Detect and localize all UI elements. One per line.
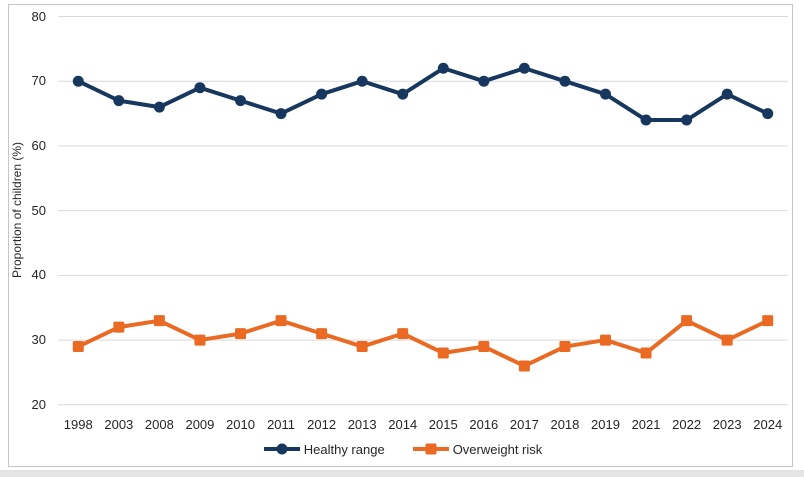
data-point-overweight-risk — [681, 315, 693, 327]
y-tick-label: 60 — [31, 137, 46, 153]
x-tick-label: 2003 — [104, 417, 134, 432]
x-tick-label: 2015 — [428, 417, 458, 432]
x-tick-label: 2017 — [509, 417, 539, 432]
data-point-overweight-risk — [518, 360, 530, 372]
x-tick-label: 2008 — [144, 417, 174, 432]
x-tick-label: 2024 — [753, 417, 783, 432]
series-line-overweight-risk — [76, 318, 770, 368]
data-point-healthy-range — [437, 62, 449, 74]
y-tick-label: 20 — [31, 396, 46, 412]
y-tick-label: 30 — [31, 332, 46, 348]
x-tick-label: 2023 — [712, 417, 742, 432]
data-point-healthy-range — [275, 108, 287, 120]
data-point-overweight-risk — [437, 347, 449, 359]
data-point-overweight-risk — [600, 334, 611, 346]
data-point-healthy-range — [478, 75, 490, 87]
legend-item-overweight-risk: Overweight risk — [411, 441, 543, 457]
x-tick-label: 2014 — [388, 417, 418, 432]
data-point-overweight-risk — [478, 341, 490, 353]
data-point-overweight-risk — [721, 334, 733, 346]
x-tick-label: 2016 — [469, 417, 499, 432]
data-point-overweight-risk — [559, 341, 571, 353]
data-point-overweight-risk — [113, 321, 125, 333]
x-tick-label: 2009 — [185, 417, 215, 432]
data-point-healthy-range — [721, 88, 733, 100]
data-point-healthy-range — [762, 108, 774, 120]
data-point-healthy-range — [681, 114, 693, 126]
y-tick-label: 80 — [31, 8, 46, 24]
data-point-healthy-range — [72, 75, 84, 87]
series-line-healthy-range — [76, 66, 770, 123]
legend-item-healthy-range: Healthy range — [262, 442, 385, 457]
data-point-healthy-range — [518, 62, 530, 74]
x-tick-label: 2013 — [347, 417, 377, 432]
data-point-healthy-range — [235, 95, 246, 107]
data-point-healthy-range — [640, 114, 652, 126]
data-point-overweight-risk — [235, 328, 246, 340]
x-tick-label: 2018 — [550, 417, 580, 432]
data-point-healthy-range — [194, 82, 206, 94]
healthy-range-line-marker-icon — [263, 443, 300, 455]
data-point-healthy-range — [113, 95, 125, 107]
legend-label-overweight-risk: Overweight risk — [452, 441, 543, 457]
data-point-healthy-range — [316, 88, 328, 100]
page-background-strip — [0, 470, 804, 477]
y-tick-label: 50 — [31, 202, 46, 218]
data-point-healthy-range — [153, 101, 165, 113]
y-tick-label: 40 — [31, 267, 46, 283]
data-point-overweight-risk — [194, 334, 206, 346]
data-point-healthy-range — [559, 75, 571, 87]
data-point-healthy-range — [397, 88, 409, 100]
overweight-risk-line-marker-icon — [412, 443, 449, 455]
legend: Healthy range Overweight risk — [0, 439, 804, 459]
data-point-overweight-risk — [397, 328, 409, 340]
data-point-overweight-risk — [275, 315, 287, 327]
x-tick-label: 2010 — [226, 417, 255, 432]
x-tick-label: 2011 — [267, 417, 296, 432]
data-point-overweight-risk — [72, 341, 84, 353]
x-tick-label: 2021 — [631, 417, 661, 432]
x-tick-label: 2019 — [591, 417, 620, 432]
x-tick-label: 2022 — [672, 417, 702, 432]
y-tick-label: 70 — [31, 73, 46, 89]
data-point-overweight-risk — [316, 328, 328, 340]
x-tick-label: 2012 — [307, 417, 337, 432]
data-point-overweight-risk — [153, 315, 165, 327]
data-point-healthy-range — [356, 75, 368, 87]
data-point-healthy-range — [600, 88, 611, 100]
data-point-overweight-risk — [640, 347, 652, 359]
data-point-overweight-risk — [762, 315, 774, 327]
data-point-overweight-risk — [356, 341, 368, 353]
legend-label-healthy-range: Healthy range — [303, 441, 385, 457]
x-tick-label: 1998 — [63, 417, 93, 432]
